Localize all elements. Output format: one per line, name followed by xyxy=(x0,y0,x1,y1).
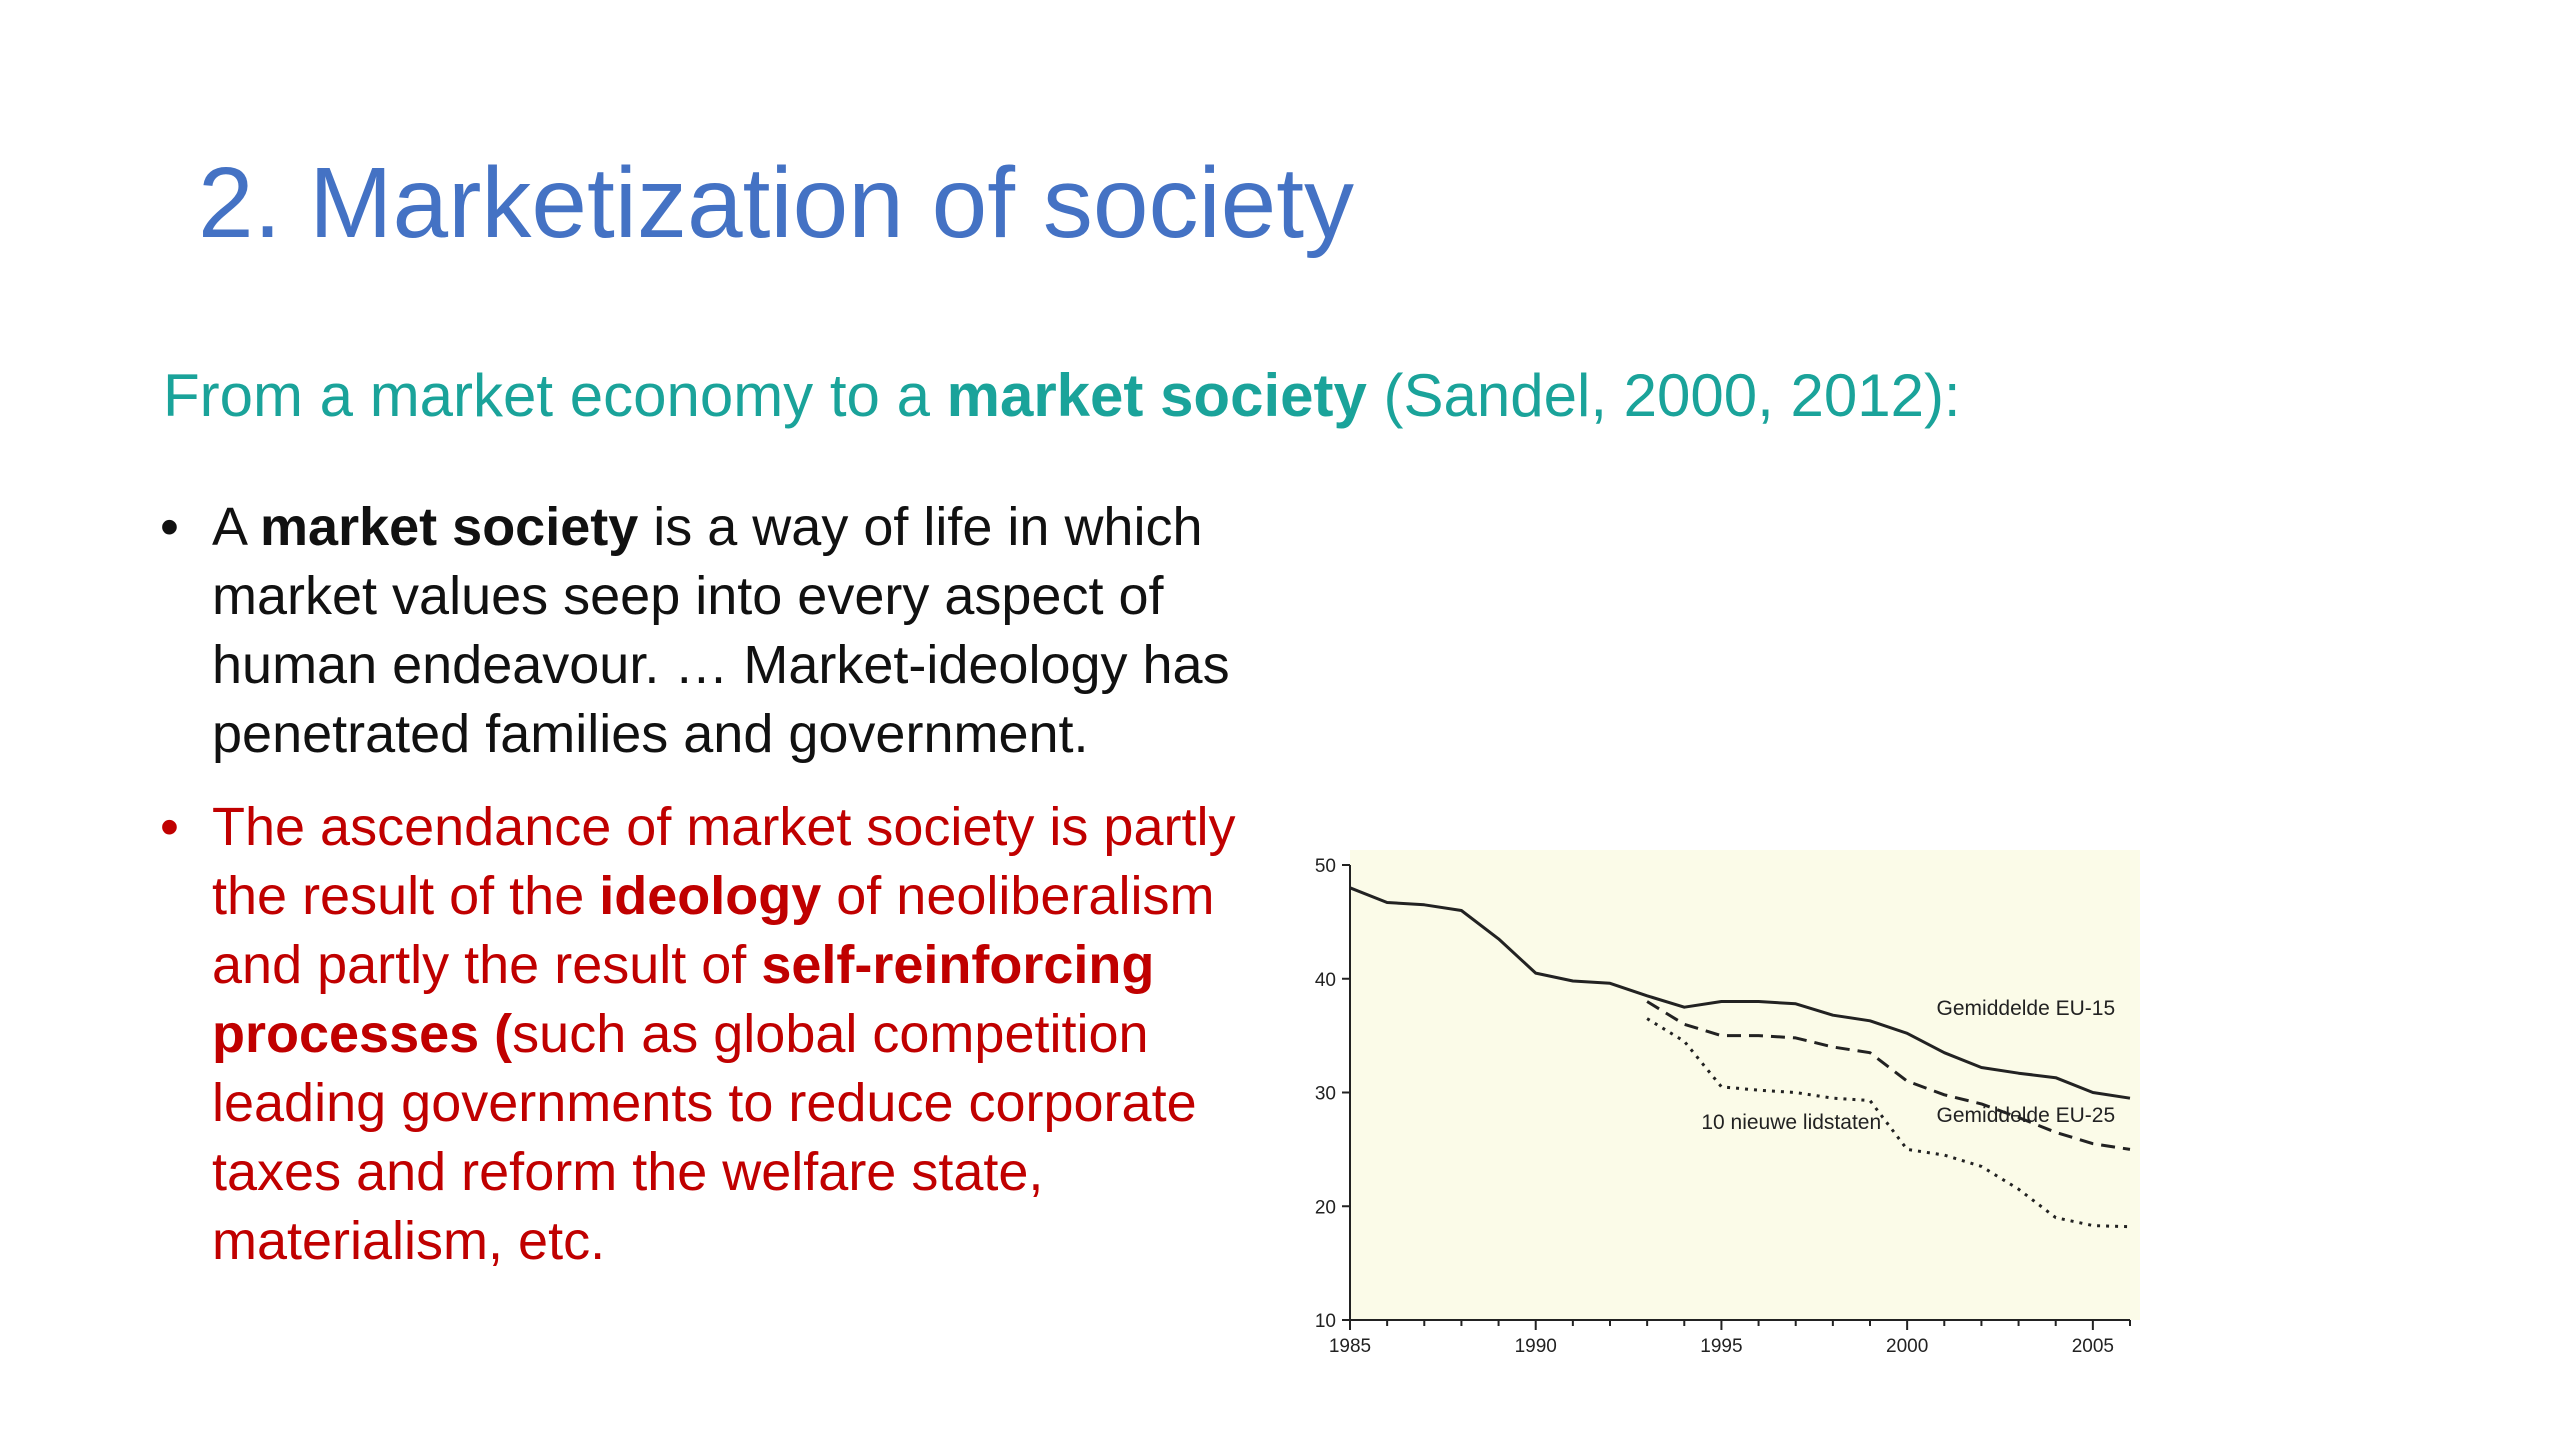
slide-title: 2. Marketization of society xyxy=(198,147,1355,259)
y-tick-label: 30 xyxy=(1315,1084,1336,1105)
subtitle-bold: market society xyxy=(946,362,1367,429)
x-tick-label: 2005 xyxy=(2072,1336,2114,1357)
bullet-text-bold: self-reinforcing processes ( xyxy=(212,935,1155,1064)
bullet-text: of neoliberalism and partly the result o… xyxy=(212,866,1215,995)
line-chart-svg: 10 20 30 40 50 1985 1990 1995 2000 2005 Gemiddelde… xyxy=(1315,850,2140,1357)
y-tick-label: 10 xyxy=(1315,1311,1336,1332)
bullet-text: such as global competition leading gover… xyxy=(212,1004,1197,1271)
bullet-marker: • xyxy=(160,497,179,557)
y-tick-label: 50 xyxy=(1315,856,1336,877)
x-tick-label: 1995 xyxy=(1700,1336,1742,1357)
y-tick-label: 20 xyxy=(1315,1197,1336,1218)
bullet-text: is a way of life in which market values … xyxy=(212,497,1230,764)
chart-plot-background xyxy=(1350,850,2140,1320)
series-label: Gemiddelde EU-15 xyxy=(1937,997,2116,1020)
bullet-list: • A market society is a way of life in wh… xyxy=(160,493,1260,1276)
tax-rate-chart: 10 20 30 40 50 1985 1990 1995 2000 2005 Gemiddelde… xyxy=(1290,850,2140,1360)
slide-subtitle: From a market economy to a market societ… xyxy=(163,360,1961,432)
series-line-solid xyxy=(1349,886,2131,1100)
y-tick-label: 40 xyxy=(1315,970,1336,991)
bullet-text-bold: ideology xyxy=(599,866,822,926)
bullet-marker: • xyxy=(160,797,179,857)
x-tick-label: 1990 xyxy=(1515,1336,1557,1357)
bullet-item-ascendance: • The ascendance of market society is par… xyxy=(160,793,1260,1276)
series-line-dotted xyxy=(1646,1017,2131,1229)
bullet-item-market-society: • A market society is a way of life in wh… xyxy=(160,493,1260,769)
series-label: 10 nieuwe lidstaten xyxy=(1701,1111,1881,1134)
x-tick-label: 2000 xyxy=(1886,1336,1928,1357)
x-tick-label: 1985 xyxy=(1329,1336,1371,1357)
bullet-text: A xyxy=(212,497,261,557)
series-label: Gemiddelde EU-25 xyxy=(1937,1104,2116,1127)
bullet-text: The ascendance of market society is part… xyxy=(212,797,1236,926)
subtitle-post: (Sandel, 2000, 2012): xyxy=(1366,362,1961,429)
subtitle-pre: From a market economy to a xyxy=(163,362,947,429)
bullet-text-bold: market society xyxy=(260,497,639,557)
series-line-dashed xyxy=(1646,1000,2131,1151)
